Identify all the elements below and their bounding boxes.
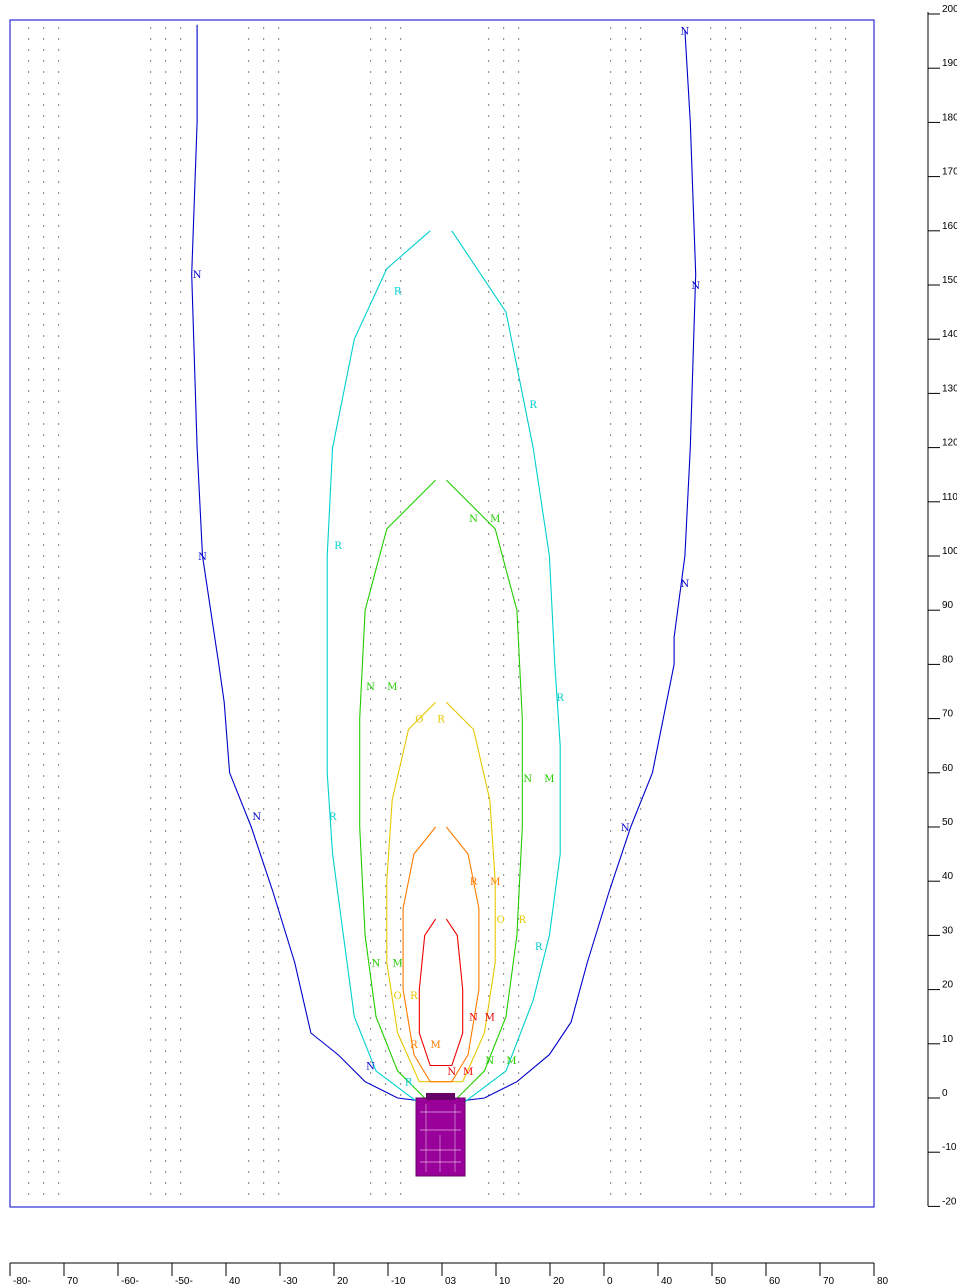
x-axis: -80- 70 -60- -50- 40 -30 20 -10 03 10 20 0 40 50 60 70 8… xyxy=(9,1262,889,1287)
x-tick-label: -50- xyxy=(175,1276,193,1287)
contour-label: R xyxy=(437,715,445,726)
x-tick-label: 50 xyxy=(715,1276,727,1287)
contour-label: R xyxy=(394,286,402,297)
y-tick-label: 50 xyxy=(942,817,954,828)
y-tick-label: 90 xyxy=(942,600,954,611)
contour-line-5 xyxy=(402,826,480,1083)
plot-frame xyxy=(9,19,875,1208)
x-tick-label: 20 xyxy=(553,1276,565,1287)
x-tick-label: -80- xyxy=(13,1276,31,1287)
x-tick-label: 20 xyxy=(337,1276,349,1287)
contour-label: R xyxy=(329,812,337,823)
contour-label: N xyxy=(469,1013,478,1024)
contour-label: N xyxy=(681,579,690,590)
y-tick-label: 160 xyxy=(942,221,957,232)
contour-label: R xyxy=(410,991,418,1002)
contour-label: O xyxy=(393,991,401,1002)
x-tick-label: 60 xyxy=(769,1276,781,1287)
contour-label: M xyxy=(506,1056,516,1067)
y-tick-label: 150 xyxy=(942,275,957,286)
contour-label: N xyxy=(691,281,700,292)
y-tick-label: 100 xyxy=(942,546,957,557)
contour-label: R xyxy=(405,1078,413,1089)
y-tick-label: 60 xyxy=(942,763,954,774)
y-tick-label: 130 xyxy=(942,383,957,394)
x-tick-label: -30 xyxy=(283,1276,298,1287)
x-tick-label: 40 xyxy=(661,1276,673,1287)
contour-line-4 xyxy=(386,701,496,1083)
contour-label: N xyxy=(485,1056,494,1067)
dot-grid xyxy=(28,27,847,1195)
contour-label: N xyxy=(621,823,630,834)
x-tick-label: 0 xyxy=(607,1276,613,1287)
y-tick-label: 190 xyxy=(942,58,957,69)
x-tick-label: 80 xyxy=(877,1276,889,1287)
contour-label: M xyxy=(490,877,500,888)
y-tick-label: 110 xyxy=(942,492,957,503)
y-tick-label: 120 xyxy=(942,438,957,449)
contour-label: R xyxy=(556,693,564,704)
x-tick-label: -60- xyxy=(121,1276,139,1287)
y-tick-label: 0 xyxy=(942,1088,948,1099)
contour-label: N xyxy=(372,959,381,970)
contour-label: N xyxy=(469,514,478,525)
grid-dots xyxy=(28,27,847,1195)
y-tick-label: 10 xyxy=(942,1034,954,1045)
y-tick-label: 200 xyxy=(942,4,957,15)
y-tick-label: 140 xyxy=(942,329,957,340)
contour-label: M xyxy=(392,959,402,970)
y-tick-label: 180 xyxy=(942,112,957,123)
x-tick-label: 10 xyxy=(499,1276,511,1287)
contour-label: R xyxy=(410,1040,418,1051)
contour-label: M xyxy=(544,774,554,785)
contour-label: N xyxy=(252,812,261,823)
contour-label: N xyxy=(681,26,690,37)
x-tick-label: 03 xyxy=(445,1276,457,1287)
x-tick-label: 70 xyxy=(67,1276,79,1287)
contour-label: O xyxy=(415,715,423,726)
contour-label: N xyxy=(447,1067,456,1078)
y-tick-label: 170 xyxy=(942,167,957,178)
y-tick-label: -20 xyxy=(942,1196,957,1207)
contour-label: R xyxy=(535,942,543,953)
contour-label: M xyxy=(485,1013,495,1024)
contour-line-6 xyxy=(418,918,464,1067)
vehicle-icon xyxy=(415,1093,466,1177)
contours xyxy=(191,24,697,1104)
y-tick-label: 80 xyxy=(942,654,954,665)
y-tick-label: -10 xyxy=(942,1142,957,1153)
contour-label: O xyxy=(496,915,504,926)
y-axis: 2001901801701601501401301201101009080706… xyxy=(927,4,957,1207)
contour-label: M xyxy=(387,682,397,693)
contour-line-1 xyxy=(191,24,697,1104)
x-tick-label: 40 xyxy=(229,1276,241,1287)
contour-label: R xyxy=(529,400,537,411)
x-tick-label: -10 xyxy=(391,1276,406,1287)
contour-label: N xyxy=(198,552,207,563)
y-tick-label: 70 xyxy=(942,709,954,720)
contour-label: N xyxy=(366,682,375,693)
contour-label: N xyxy=(523,774,532,785)
contour-label: M xyxy=(490,514,500,525)
y-tick-label: 40 xyxy=(942,871,954,882)
contour-label: M xyxy=(463,1067,473,1078)
y-tick-label: 20 xyxy=(942,980,954,991)
contour-line-3 xyxy=(359,479,523,1099)
contour-label: R xyxy=(519,915,527,926)
contour-label: N xyxy=(193,270,202,281)
y-tick-label: 30 xyxy=(942,925,954,936)
contour-label: N xyxy=(366,1062,375,1073)
x-tick-label: 70 xyxy=(823,1276,835,1287)
contour-label: M xyxy=(430,1040,440,1051)
contour-label: R xyxy=(334,541,342,552)
contour-label: R xyxy=(470,877,478,888)
